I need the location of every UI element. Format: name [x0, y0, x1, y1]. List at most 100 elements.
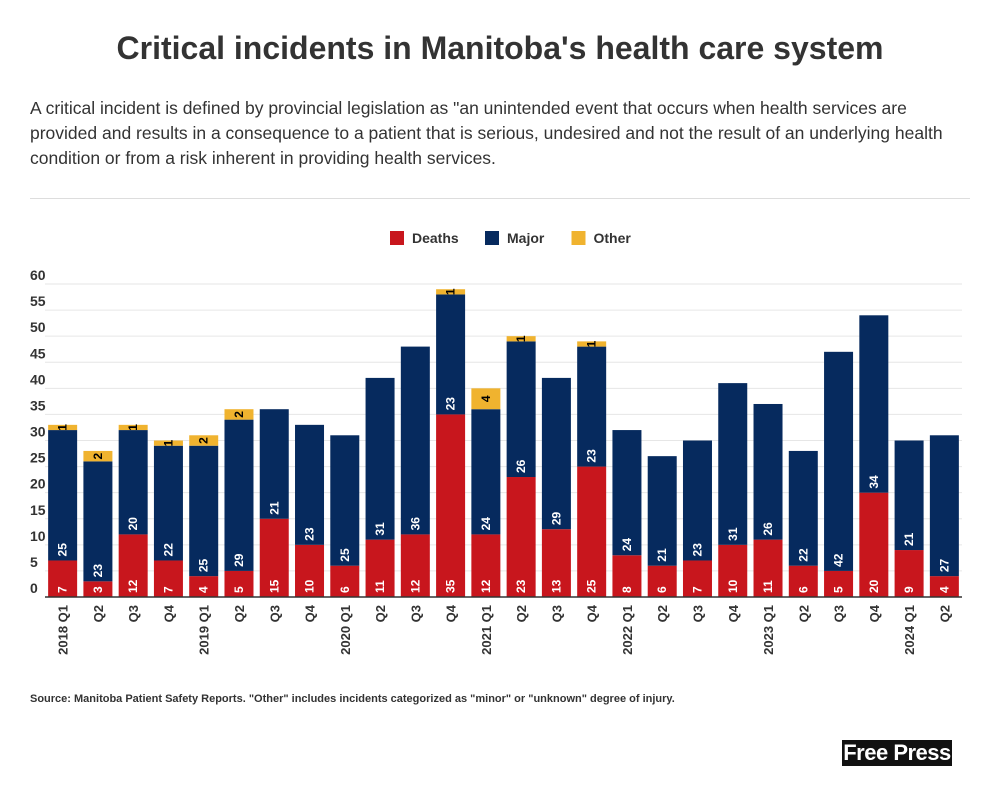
x-tick-label: Q2: [91, 605, 106, 622]
data-label: 25: [197, 558, 211, 572]
data-label: 2: [232, 411, 246, 418]
y-tick-label: 45: [30, 345, 46, 361]
data-label: 5: [232, 586, 246, 593]
legend-label: Deaths: [412, 230, 459, 246]
data-label: 1: [56, 424, 70, 431]
data-label: 8: [620, 586, 634, 593]
bar-major: [894, 440, 924, 551]
x-tick-label: Q4: [444, 604, 459, 622]
y-tick-label: 35: [30, 397, 46, 413]
x-tick-label: Q2: [514, 605, 529, 622]
bar-deaths: [577, 466, 607, 597]
y-tick-label: 15: [30, 502, 46, 518]
bar-other: [48, 424, 78, 431]
y-tick-label: 10: [30, 528, 46, 544]
x-tick-label: Q2: [796, 605, 811, 622]
x-tick-label: Q2: [373, 605, 388, 622]
bar-major: [753, 403, 783, 540]
source-note: Source: Manitoba Patient Safety Reports.…: [30, 693, 675, 705]
data-label: 24: [620, 538, 634, 552]
y-tick-label: 0: [30, 580, 38, 596]
x-tick-label: 2019 Q1: [197, 605, 212, 655]
bar-major: [682, 440, 712, 561]
bar-other: [471, 388, 501, 410]
bar-deaths: [118, 534, 148, 597]
data-label: 10: [726, 579, 740, 593]
x-tick-label: Q3: [549, 605, 564, 622]
bar-major: [577, 346, 607, 467]
bar-major: [788, 450, 818, 566]
bar-deaths: [259, 518, 289, 597]
x-tick-label: Q4: [585, 604, 600, 622]
data-label: 29: [232, 553, 246, 567]
bar-major: [118, 430, 148, 535]
bar-deaths: [153, 560, 183, 597]
data-label: 26: [761, 522, 775, 536]
legend-label: Other: [594, 230, 632, 246]
divider: [30, 198, 970, 199]
y-tick-label: 60: [30, 267, 46, 283]
data-label: 27: [937, 558, 951, 572]
bar-major: [224, 419, 254, 571]
bar-other: [189, 435, 219, 446]
bar-deaths: [471, 534, 501, 597]
data-label: 25: [338, 548, 352, 562]
data-label: 20: [867, 579, 881, 593]
data-label: 23: [303, 527, 317, 541]
data-label: 1: [585, 340, 599, 347]
data-label: 12: [479, 579, 493, 593]
y-tick-label: 30: [30, 424, 46, 440]
bar-major: [647, 456, 677, 566]
bar-other: [153, 440, 183, 446]
data-label: 31: [373, 522, 387, 536]
bar-other: [506, 336, 536, 342]
data-label: 11: [373, 580, 387, 593]
bar-deaths: [929, 576, 959, 597]
y-tick-label: 25: [30, 450, 46, 466]
data-label: 23: [91, 564, 105, 578]
bar-other: [436, 289, 466, 295]
free-press-logo: Free Press: [842, 740, 952, 766]
data-label: 23: [585, 449, 599, 463]
data-label: 6: [796, 586, 810, 593]
data-label: 21: [655, 548, 669, 562]
bar-major: [400, 346, 430, 535]
x-tick-label: Q3: [832, 605, 847, 622]
x-tick-label: Q4: [867, 604, 882, 622]
data-label: 25: [585, 579, 599, 593]
bar-deaths: [436, 414, 466, 597]
bar-major: [153, 445, 183, 561]
data-label: 1: [514, 335, 528, 342]
data-label: 22: [796, 548, 810, 562]
legend-label: Major: [507, 230, 545, 246]
legend-swatch: [390, 231, 404, 245]
bar-major: [295, 424, 325, 545]
data-label: 10: [303, 579, 317, 593]
data-label: 4: [937, 586, 951, 593]
bar-major: [471, 409, 501, 535]
bar-major: [612, 430, 642, 556]
bar-deaths: [612, 555, 642, 597]
data-label: 24: [479, 517, 493, 531]
bar-deaths: [682, 560, 712, 597]
data-label: 6: [338, 586, 352, 593]
y-tick-label: 40: [30, 371, 46, 387]
data-label: 23: [444, 397, 458, 411]
x-tick-label: 2022 Q1: [620, 605, 635, 655]
x-tick-label: 2023 Q1: [761, 605, 776, 655]
legend-swatch: [485, 231, 499, 245]
bar-major: [718, 383, 748, 545]
y-tick-label: 50: [30, 319, 46, 335]
y-tick-label: 5: [30, 554, 38, 570]
data-label: 7: [56, 586, 70, 593]
bar-deaths: [506, 477, 536, 597]
bar-deaths: [48, 560, 78, 597]
data-label: 7: [161, 586, 175, 593]
bar-deaths: [647, 565, 677, 597]
bar-deaths: [894, 550, 924, 597]
x-tick-label: Q3: [267, 605, 282, 622]
data-label: 2: [197, 437, 211, 444]
data-label: 9: [902, 586, 916, 593]
